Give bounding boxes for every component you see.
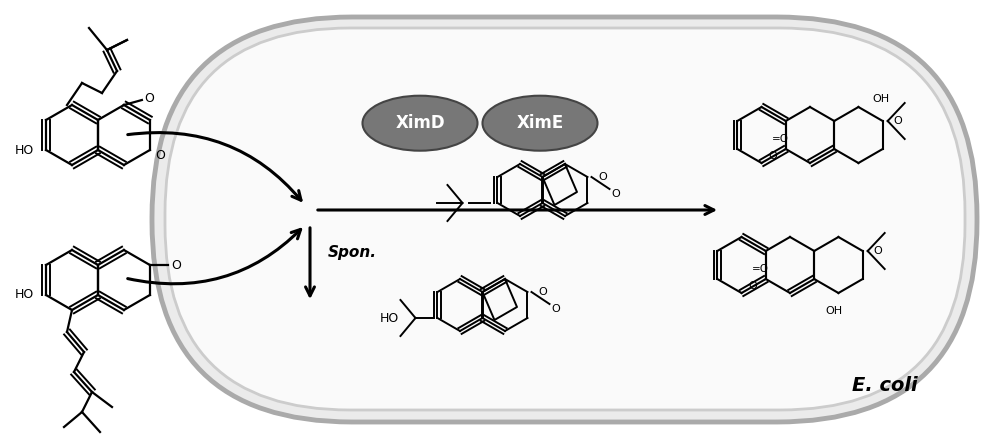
Text: O: O xyxy=(748,281,757,291)
Text: OH: OH xyxy=(825,306,842,316)
Text: HO: HO xyxy=(14,289,34,301)
Text: E. coli: E. coli xyxy=(852,375,918,395)
Text: O: O xyxy=(171,259,181,271)
FancyBboxPatch shape xyxy=(165,28,965,410)
Text: =O: =O xyxy=(772,134,789,144)
Text: O: O xyxy=(611,189,620,199)
Text: O: O xyxy=(598,172,607,182)
Text: O: O xyxy=(551,304,560,314)
Text: Spon.: Spon. xyxy=(328,245,377,260)
FancyArrowPatch shape xyxy=(128,132,301,200)
Text: OH: OH xyxy=(872,94,890,104)
FancyArrowPatch shape xyxy=(128,229,301,284)
Text: O: O xyxy=(155,149,165,161)
Text: O: O xyxy=(144,92,154,105)
Text: O: O xyxy=(768,151,777,161)
Text: XimD: XimD xyxy=(395,114,445,132)
Text: XimE: XimE xyxy=(516,114,564,132)
Text: =O: =O xyxy=(752,264,769,274)
Text: O: O xyxy=(873,246,882,256)
Ellipse shape xyxy=(482,96,598,150)
Text: HO: HO xyxy=(14,143,34,157)
Text: HO: HO xyxy=(380,312,399,325)
Ellipse shape xyxy=(363,96,478,150)
Text: O: O xyxy=(538,287,547,297)
FancyBboxPatch shape xyxy=(152,17,977,422)
Text: O: O xyxy=(893,116,902,126)
